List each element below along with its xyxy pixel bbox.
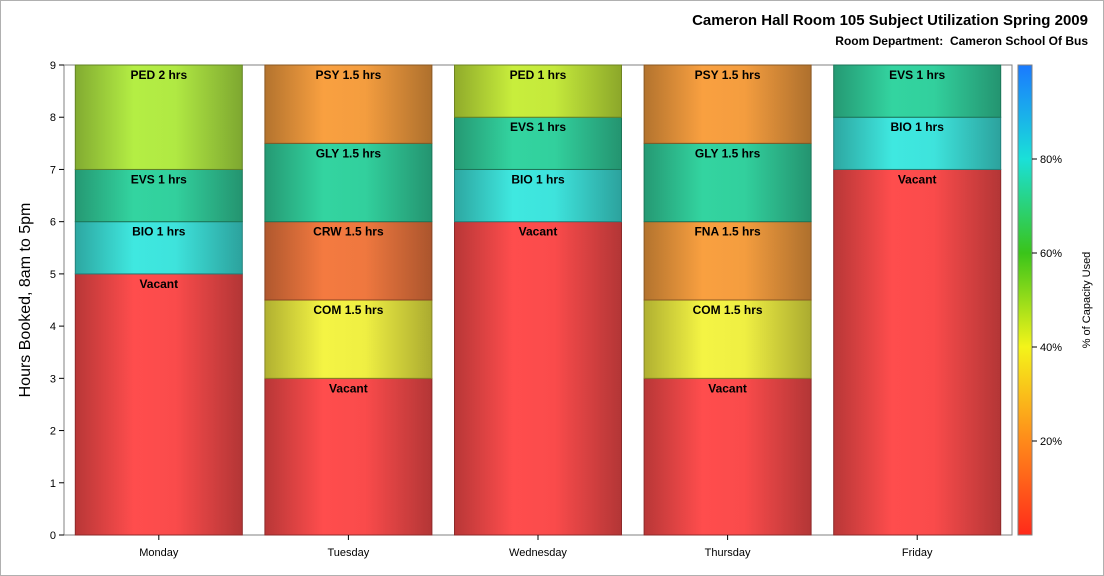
bar-segment-label: PSY 1.5 hrs (315, 68, 381, 82)
colorbar-tick-label: 20% (1040, 436, 1062, 448)
bar-segment (833, 116, 1002, 170)
x-tick-label: Monday (139, 547, 179, 559)
bar-segment (454, 221, 622, 536)
bar-segment (643, 221, 812, 301)
bar-segment (454, 168, 622, 223)
bar-segment (264, 221, 433, 301)
bar-segment-label: CRW 1.5 hrs (313, 225, 384, 239)
bar-segment-label: Vacant (708, 381, 747, 395)
y-tick-label: 5 (50, 269, 56, 281)
bar-segment (833, 64, 1002, 118)
bar-segment (264, 142, 433, 223)
bar-segment (833, 168, 1002, 536)
y-tick-label: 8 (50, 112, 56, 124)
x-tick-label: Wednesday (509, 547, 567, 559)
bar-segment-label: Vacant (329, 381, 368, 395)
y-tick-label: 7 (50, 164, 56, 176)
bar-segment (74, 221, 243, 275)
colorbar-tick-label: 60% (1040, 248, 1062, 260)
y-tick-label: 2 (50, 426, 56, 438)
y-tick-label: 6 (50, 217, 56, 229)
bar-segment (264, 64, 433, 144)
colorbar-tick-label: 40% (1040, 342, 1062, 354)
colorbar-tick-label: 80% (1040, 154, 1062, 166)
bar-segment (643, 299, 812, 379)
bar-segment (643, 142, 812, 223)
bar-segment (454, 116, 622, 170)
y-axis-label: Hours Booked, 8am to 5pm (17, 203, 34, 398)
y-tick-label: 3 (50, 373, 56, 385)
bar-segment (454, 64, 622, 118)
bar-segment-label: COM 1.5 hrs (693, 303, 763, 317)
chart-subtitle: Room Department: Cameron School Of Bus (835, 34, 1088, 48)
y-tick-label: 4 (50, 321, 56, 333)
bar-segment-label: EVS 1 hrs (889, 68, 945, 82)
bar-segment-label: EVS 1 hrs (131, 172, 187, 186)
y-tick-label: 1 (50, 478, 56, 490)
y-tick-label: 9 (50, 60, 56, 72)
chart-title: Cameron Hall Room 105 Subject Utilizatio… (692, 12, 1088, 29)
bar-segment-label: GLY 1.5 hrs (316, 146, 382, 160)
bar-segment-label: FNA 1.5 hrs (694, 225, 761, 239)
bar-segment (74, 168, 243, 223)
bar-segment (264, 299, 433, 379)
x-tick-label: Thursday (705, 547, 751, 559)
colorbar-label: % of Capacity Used (1081, 252, 1093, 349)
bar-segment (74, 273, 243, 536)
bar-segment-label: Vacant (139, 277, 178, 291)
bar-segment (643, 64, 812, 144)
bar-segment (643, 377, 812, 536)
y-tick-label: 0 (50, 530, 56, 542)
bar-segment-label: COM 1.5 hrs (313, 303, 383, 317)
plot-area: 0 1 2 3 4 5 6 7 8 9 Hours Booked, 8am to 5pm Vacant… (17, 60, 1093, 559)
bar-segment-label: GLY 1.5 hrs (695, 146, 761, 160)
colorbar (1017, 64, 1033, 536)
x-tick-label: Tuesday (328, 547, 370, 559)
bar-segment (74, 64, 243, 170)
bar-segment (264, 377, 433, 536)
bar-segment-label: BIO 1 hrs (511, 172, 565, 186)
bar-segment-label: Vacant (898, 172, 937, 186)
bar-segment-label: Vacant (519, 225, 558, 239)
x-tick-label: Friday (902, 547, 933, 559)
bar-segment-label: PSY 1.5 hrs (695, 68, 761, 82)
bar-segment-label: BIO 1 hrs (132, 225, 186, 239)
bar-segment-label: PED 1 hrs (510, 68, 567, 82)
bar-segment-label: BIO 1 hrs (891, 120, 945, 134)
bar-segment-label: PED 2 hrs (130, 68, 187, 82)
bar-segment-label: EVS 1 hrs (510, 120, 566, 134)
